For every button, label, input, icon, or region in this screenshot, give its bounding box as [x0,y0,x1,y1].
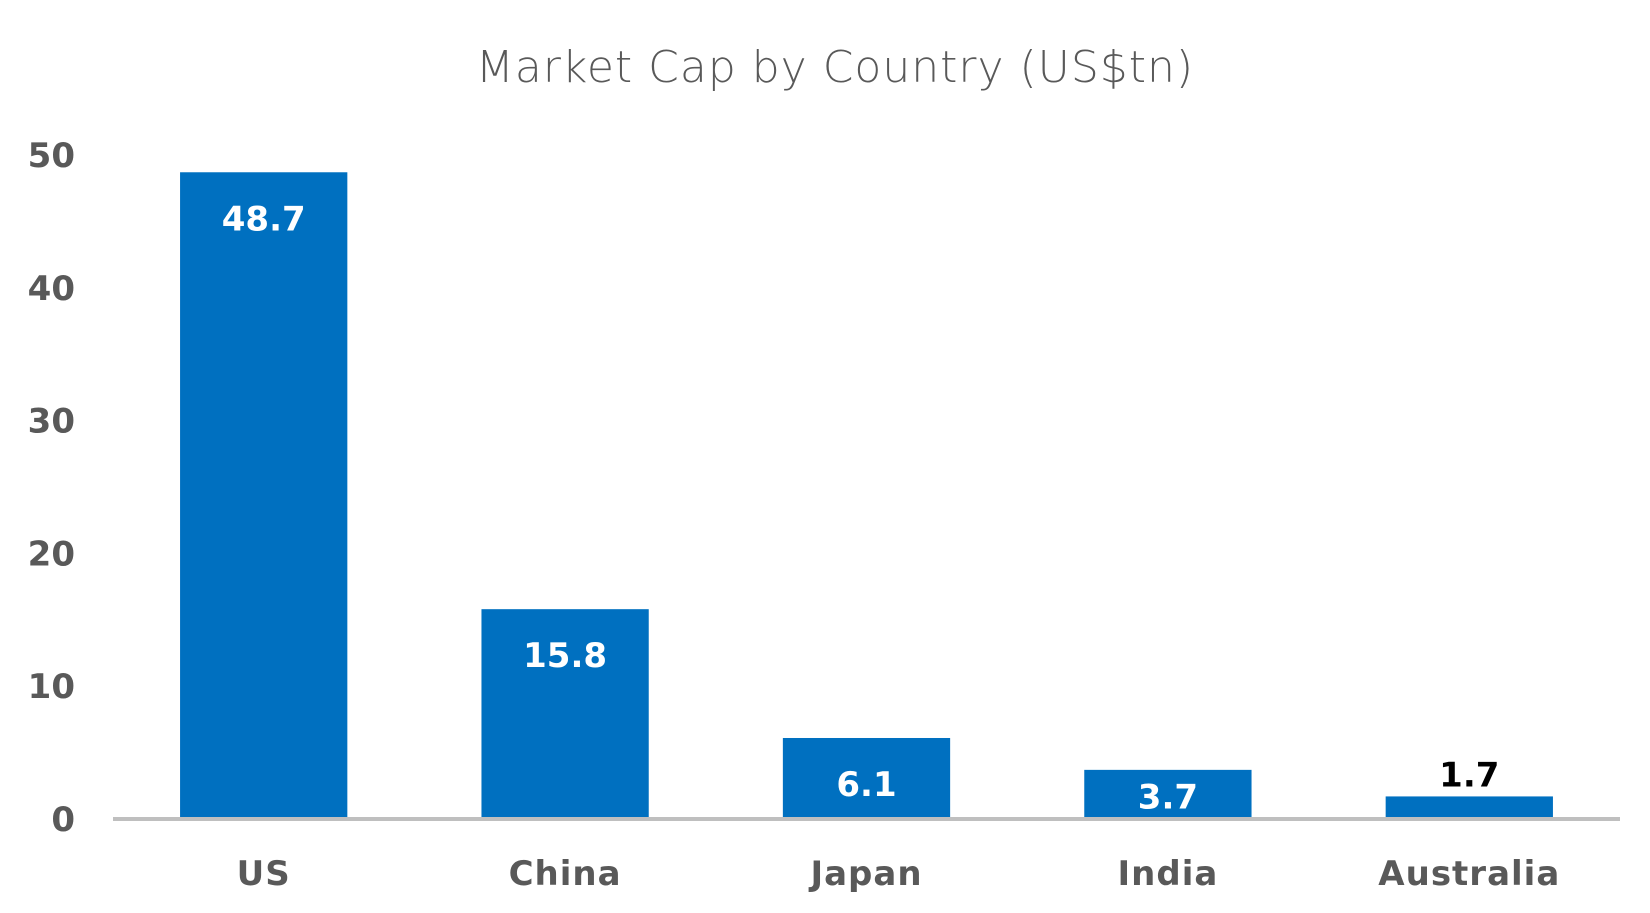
bar-us [180,172,348,818]
bars [180,172,1553,818]
bar-india [1084,769,1252,817]
data-label: 3.7 [1138,777,1198,817]
bar-japan [782,737,951,817]
data-label: 1.7 [1439,755,1499,795]
bar-australia [1385,796,1553,817]
data-labels: 48.7 15.8 6.1 3.7 1.7 [222,199,1500,817]
x-category-label: US [237,854,291,894]
data-label: 15.8 [523,636,607,676]
y-tick-label: 40 [28,269,75,309]
data-label: 6.1 [836,765,896,805]
data-label: 48.7 [222,199,306,239]
y-tick-label: 10 [28,667,75,707]
y-tick-label: 30 [28,402,75,442]
x-category-label: India [1118,854,1219,894]
y-axis-ticks: 0 10 20 30 40 50 [28,136,75,840]
y-tick-label: 0 [51,800,75,840]
chart-title: Market Cap by Country (US$tn) [476,42,1194,93]
y-tick-label: 20 [28,534,75,574]
x-axis-categories: US China Japan India Australia [237,854,1560,894]
x-category-label: China [509,854,622,894]
x-category-label: Australia [1378,854,1560,894]
y-tick-label: 50 [28,136,75,176]
bar-china [481,609,649,817]
x-category-label: Japan [808,854,922,894]
